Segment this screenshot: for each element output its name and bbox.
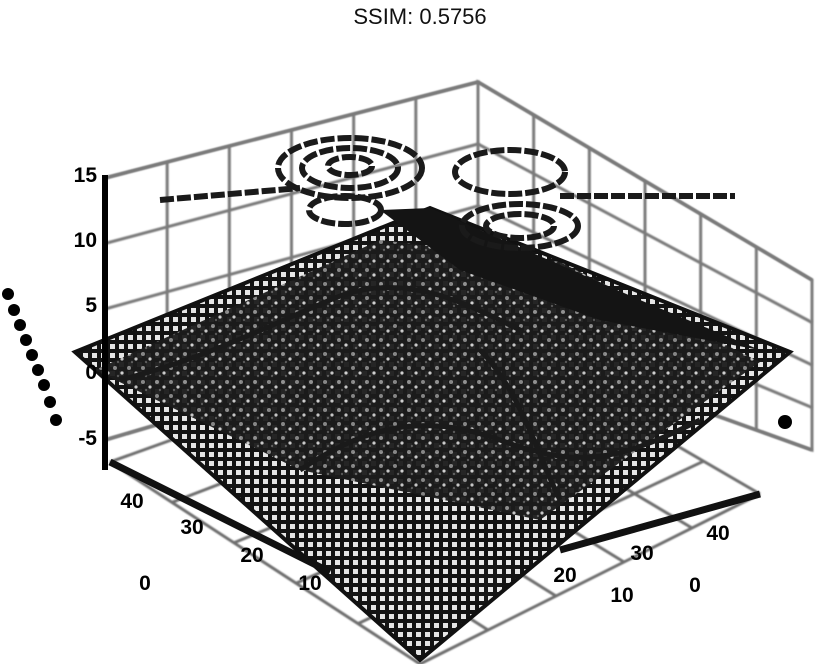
- pane-grid-line: [104, 80, 479, 180]
- z-tick-labels: 15 10 5 0 -5: [74, 164, 98, 450]
- y-tick-label: 30: [630, 542, 653, 565]
- contour-line-1: [159, 185, 301, 203]
- surface-ridge-1: [119, 285, 522, 383]
- surface: [71, 205, 794, 663]
- pane-grid-line: [477, 142, 813, 324]
- contour-d-1: [306, 193, 384, 227]
- contour-a-1: [275, 135, 425, 201]
- z-tick-label: -5: [78, 427, 97, 450]
- y-tick-label: 10: [610, 584, 633, 607]
- y-tick-label: 40: [706, 522, 729, 545]
- x-tick-labels: 0 10 20 30 40: [120, 490, 321, 595]
- surface-dark-region: [380, 208, 760, 350]
- x-tick-label: 10: [298, 572, 321, 595]
- contour-b-1: [459, 201, 581, 251]
- chart-title: SSIM: 0.5756: [353, 4, 487, 29]
- axis-edges: [108, 458, 761, 576]
- top-contours: [159, 135, 735, 251]
- z-tick-label: 0: [85, 361, 97, 384]
- contour-b-2: [483, 211, 557, 241]
- surface-ridge-2: [298, 417, 702, 473]
- y-tick-labels: 0 10 20 30 40: [553, 522, 729, 607]
- floor-grid-line: [419, 492, 761, 664]
- pane-grid-line: [477, 80, 813, 282]
- left-axis-edge: [108, 458, 332, 576]
- z-tick-label: 5: [85, 294, 97, 317]
- x-tick-label: 20: [240, 544, 263, 567]
- surface-noise-region: [95, 240, 760, 520]
- surface-ridge-3: [478, 348, 563, 502]
- y-tick-label: 20: [553, 564, 576, 587]
- right-axis-edge: [559, 490, 761, 554]
- z-tick-label: 15: [74, 164, 98, 187]
- y-tick-label: 0: [689, 574, 701, 597]
- left-axis-marks: [2, 288, 792, 429]
- x-tick-label: 30: [180, 516, 203, 539]
- x-tick-label: 0: [139, 572, 151, 595]
- x-tick-label: 40: [120, 490, 143, 513]
- pane-grid-line: [104, 142, 479, 245]
- floor-grid-line: [109, 460, 421, 664]
- z-tick-label: 10: [74, 229, 97, 252]
- right-axis-mark: [778, 415, 792, 429]
- contour-a-3: [325, 154, 375, 178]
- contour-c-1: [452, 147, 568, 197]
- contour-a-2: [299, 145, 401, 191]
